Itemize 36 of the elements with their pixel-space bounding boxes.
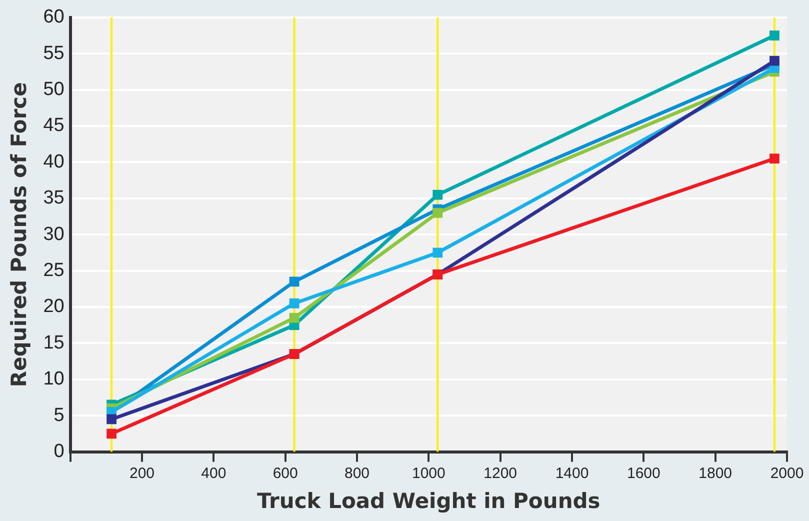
y-tick-label: 45 — [43, 115, 64, 136]
x-tick-label: 2000 — [770, 464, 804, 482]
y-tick-label: 20 — [43, 296, 64, 318]
y-tick-label: 60 — [43, 6, 64, 28]
y-tick-label: 5 — [54, 404, 64, 426]
point — [770, 30, 780, 40]
x-tick-label: 400 — [201, 464, 226, 482]
x-tick-label: 1600 — [626, 464, 660, 482]
x-tick-label: 1200 — [484, 464, 518, 482]
point — [289, 298, 300, 308]
point — [106, 414, 116, 424]
y-tick-label: 40 — [43, 151, 64, 172]
x-tick-label: 1000 — [412, 464, 446, 482]
point — [432, 248, 443, 258]
y-tick-label: 15 — [43, 332, 64, 354]
y-tick-label: 30 — [43, 224, 64, 245]
point — [106, 428, 116, 439]
x-tick-label: 600 — [272, 464, 298, 482]
x-tick-label: 200 — [129, 464, 155, 482]
x-tick-label: 1800 — [698, 464, 732, 482]
x-tick-label: 1400 — [555, 464, 589, 482]
y-tick-label: 0 — [54, 441, 64, 462]
y-axis-title: Required Pounds of Force — [7, 82, 32, 388]
point — [289, 312, 300, 323]
point — [770, 154, 780, 164]
x-tick-label: 800 — [344, 464, 370, 482]
point — [770, 56, 780, 66]
point — [432, 208, 443, 218]
y-tick-label: 35 — [43, 188, 64, 209]
point — [289, 276, 300, 287]
y-tick-label: 25 — [43, 260, 64, 282]
x-axis-title: Truck Load Weight in Pounds — [257, 488, 600, 513]
y-tick-label: 50 — [43, 79, 64, 100]
point — [432, 190, 443, 200]
y-tick-label: 55 — [43, 42, 64, 64]
y-tick-label: 10 — [43, 368, 64, 390]
